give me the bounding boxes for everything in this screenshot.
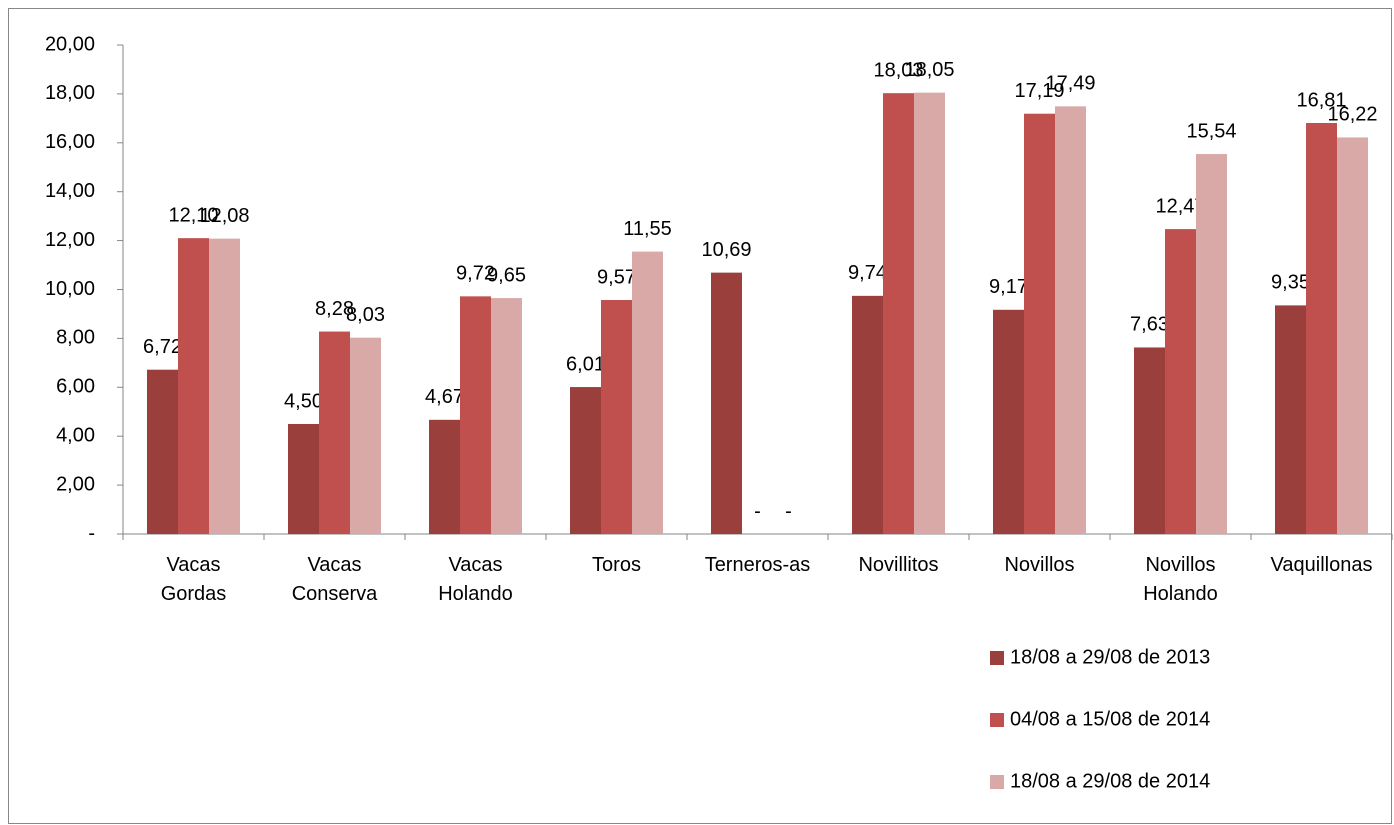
x-tick-label: Toros xyxy=(592,554,641,576)
x-tick-label: Novillos xyxy=(1004,554,1075,576)
bar xyxy=(178,238,209,534)
data-label: 9,65 xyxy=(487,264,526,286)
data-label: 12,08 xyxy=(199,205,249,227)
data-label: 9,35 xyxy=(1271,272,1310,294)
data-label: 9,72 xyxy=(456,263,495,285)
data-label: 18,05 xyxy=(904,59,954,81)
y-tick-label: 8,00 xyxy=(56,327,95,349)
data-label: 16,81 xyxy=(1296,89,1346,111)
data-label: 9,17 xyxy=(989,276,1028,298)
bar xyxy=(993,309,1024,534)
data-label: 18,03 xyxy=(873,59,923,81)
data-label: 8,03 xyxy=(346,304,385,326)
data-label: 7,63 xyxy=(1130,314,1169,336)
legend-label: 04/08 a 15/08 de 2014 xyxy=(1010,708,1210,730)
bar xyxy=(147,369,178,534)
data-label: 11,55 xyxy=(623,218,672,240)
data-label: 9,57 xyxy=(597,266,636,288)
bar xyxy=(1337,137,1368,534)
bar xyxy=(429,419,460,534)
bar xyxy=(570,387,601,534)
bar xyxy=(350,337,381,534)
y-tick-label: 4,00 xyxy=(56,424,95,446)
bar xyxy=(852,295,883,534)
bar xyxy=(460,296,491,534)
bar xyxy=(1275,305,1306,534)
data-label: 10,69 xyxy=(701,239,751,261)
bar xyxy=(1196,154,1227,534)
bar xyxy=(288,423,319,534)
bar xyxy=(1055,106,1086,534)
bar xyxy=(711,272,742,534)
y-tick-label: - xyxy=(88,522,95,544)
bar xyxy=(319,331,350,534)
x-tick-label: Vaquillonas xyxy=(1270,554,1373,576)
y-tick-label: 16,00 xyxy=(45,131,95,153)
data-label: 17,19 xyxy=(1014,80,1064,102)
bar xyxy=(914,92,945,535)
x-tick-label: Terneros-as xyxy=(704,554,811,576)
data-label: - xyxy=(754,500,761,522)
x-tick-label: Vacas Gordas xyxy=(160,554,227,605)
bar xyxy=(601,300,632,534)
data-label: 4,67 xyxy=(425,386,464,408)
data-label: 12,47 xyxy=(1155,195,1205,217)
bar xyxy=(1134,347,1165,534)
y-tick-label: 6,00 xyxy=(56,376,95,398)
data-label: 9,74 xyxy=(848,262,887,284)
x-tick-label: Vacas Holando xyxy=(438,554,513,605)
y-tick-label: 18,00 xyxy=(45,82,95,104)
bar xyxy=(491,298,522,534)
legend-label: 18/08 a 29/08 de 2014 xyxy=(1010,770,1210,792)
x-tick-label: Vacas Conserva xyxy=(291,554,378,605)
bar xyxy=(1306,122,1337,535)
data-label: - xyxy=(785,500,792,522)
legend-swatch xyxy=(990,651,1004,665)
bar xyxy=(883,93,914,534)
y-tick-label: 2,00 xyxy=(56,473,95,495)
data-label: 8,28 xyxy=(315,298,354,320)
legend-swatch xyxy=(990,713,1004,727)
legend-swatch xyxy=(990,775,1004,789)
data-label: 6,72 xyxy=(143,336,182,358)
data-label: 15,54 xyxy=(1186,120,1236,142)
x-tick-label: Novillitos xyxy=(858,554,939,576)
y-tick-label: 20,00 xyxy=(45,33,95,55)
bar xyxy=(209,238,240,535)
data-label: 16,22 xyxy=(1327,104,1377,126)
data-label: 17,49 xyxy=(1045,73,1095,95)
legend-label: 18/08 a 29/08 de 2013 xyxy=(1010,646,1210,668)
bar xyxy=(1024,113,1055,534)
data-label: 6,01 xyxy=(566,353,605,375)
bar xyxy=(632,251,663,535)
data-label: 12,10 xyxy=(168,204,218,226)
bar xyxy=(1165,229,1196,534)
x-tick-label: Novillos Holando xyxy=(1143,554,1218,605)
y-tick-label: 14,00 xyxy=(45,180,95,202)
y-tick-label: 10,00 xyxy=(45,278,95,300)
data-label: 4,50 xyxy=(284,390,323,412)
chart-border xyxy=(8,8,1392,824)
y-tick-label: 12,00 xyxy=(45,229,95,251)
